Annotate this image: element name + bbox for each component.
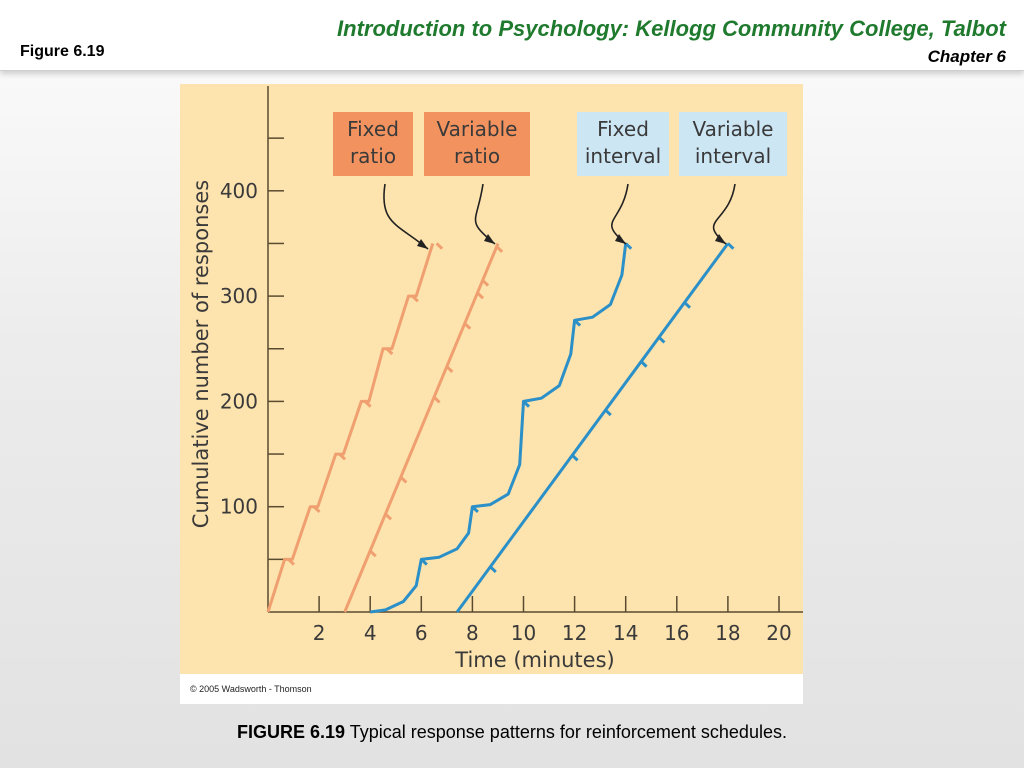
y-tick-label: 200 [220, 389, 258, 413]
reinforcement-mark [522, 400, 531, 408]
reinforcement-mark [369, 549, 377, 558]
y-tick-label: 100 [220, 495, 258, 519]
variable-ratio-label: Variable ratio [424, 112, 530, 245]
variable-interval-label: Variable interval [679, 112, 787, 245]
reinforcement-mark [445, 365, 454, 373]
arrowhead [484, 234, 495, 244]
fixed-interval-label: Fixed interval [577, 112, 669, 245]
label-text: Fixed [347, 117, 399, 141]
label-text: Variable [693, 117, 774, 141]
y-tick-label: 400 [220, 179, 258, 203]
reinforcement-mark [639, 360, 648, 368]
arrowhead [715, 234, 726, 244]
label-text: ratio [350, 144, 396, 168]
reinforcement-mark [481, 279, 490, 287]
reinforcement-mark [571, 454, 579, 462]
fixed-ratio-label: Fixed ratio [333, 112, 429, 250]
x-tick-label: 16 [664, 621, 689, 645]
x-tick-label: 12 [562, 621, 587, 645]
reinforcement-mark [435, 242, 444, 250]
reinforcement-mark [384, 512, 393, 521]
reinforcement-mark [364, 400, 372, 408]
reinforcement-mark [657, 336, 666, 344]
x-tick-label: 8 [466, 621, 479, 645]
arrowhead [417, 239, 428, 249]
figure-panel: 2 4 6 8 10 12 14 16 18 20 100 200 300 400 Fixed ratio V… [180, 84, 803, 704]
x-tick-label: 14 [613, 621, 638, 645]
reinforcement-mark [476, 291, 485, 300]
label-text: ratio [454, 144, 500, 168]
reinforcement-mark [495, 245, 504, 253]
copyright-notice: © 2005 Wadsworth - Thomson [190, 684, 312, 694]
variable-interval-curve [455, 242, 730, 613]
reinforcement-mark [411, 295, 419, 303]
caption-figure-number: FIGURE 6.19 [237, 722, 346, 742]
label-box [333, 112, 413, 176]
reinforcement-mark [573, 319, 582, 327]
reinforcement-mark [433, 396, 441, 404]
reinforcement-mark [471, 505, 479, 514]
label-text: interval [695, 144, 771, 168]
reinforcement-mark [624, 242, 633, 250]
fixed-ratio-curve [266, 243, 435, 613]
label-text: Variable [437, 117, 518, 141]
arrowhead [615, 234, 626, 244]
reinforcement-mark [312, 505, 321, 514]
reinforcement-mark [399, 476, 408, 484]
chapter-label: Chapter 6 [927, 47, 1006, 66]
series-curves [266, 242, 735, 614]
reinforcement-mark [463, 322, 472, 330]
label-box [679, 112, 787, 176]
reinforcement-mark [489, 565, 497, 574]
reinforcement-mark [726, 242, 735, 250]
x-tick-label: 4 [364, 621, 377, 645]
x-tick-label: 10 [511, 621, 536, 645]
reinforcement-mark [385, 347, 394, 356]
label-text: Fixed [597, 117, 649, 141]
figure-label: Figure 6.19 [20, 43, 105, 60]
x-tick-label: 2 [313, 621, 326, 645]
reinforcement-mark [338, 452, 347, 461]
reinforcement-mark [604, 408, 612, 417]
variable-ratio-curve [343, 242, 500, 613]
x-tick-label: 18 [715, 621, 740, 645]
x-tick-label: 6 [415, 621, 428, 645]
caption-text: Typical response patterns for reinforcem… [345, 722, 787, 742]
axis-ticks: 2 4 6 8 10 12 14 16 18 20 100 200 300 400 [220, 137, 792, 645]
reinforcement-mark [287, 558, 295, 566]
x-axis-title: Time (minutes) [454, 648, 614, 672]
plot-background [180, 84, 803, 674]
label-text: interval [585, 144, 661, 168]
reinforcement-mark [420, 558, 428, 566]
reinforcement-mark [683, 301, 691, 309]
y-axis-title: Cumulative number of responses [189, 180, 213, 528]
course-title: Introduction to Psychology: Kellogg Comm… [337, 16, 1006, 41]
fixed-interval-curve [369, 243, 628, 614]
slide-header: Introduction to Psychology: Kellogg Comm… [0, 0, 1024, 71]
figure-caption: FIGURE 6.19 Typical response patterns fo… [0, 722, 1024, 743]
x-tick-label: 20 [766, 621, 791, 645]
label-box [577, 112, 669, 176]
label-box [424, 112, 530, 176]
schedule-labels: FixedratioVariableratioFixedintervalVari… [333, 112, 787, 250]
y-tick-label: 300 [220, 284, 258, 308]
